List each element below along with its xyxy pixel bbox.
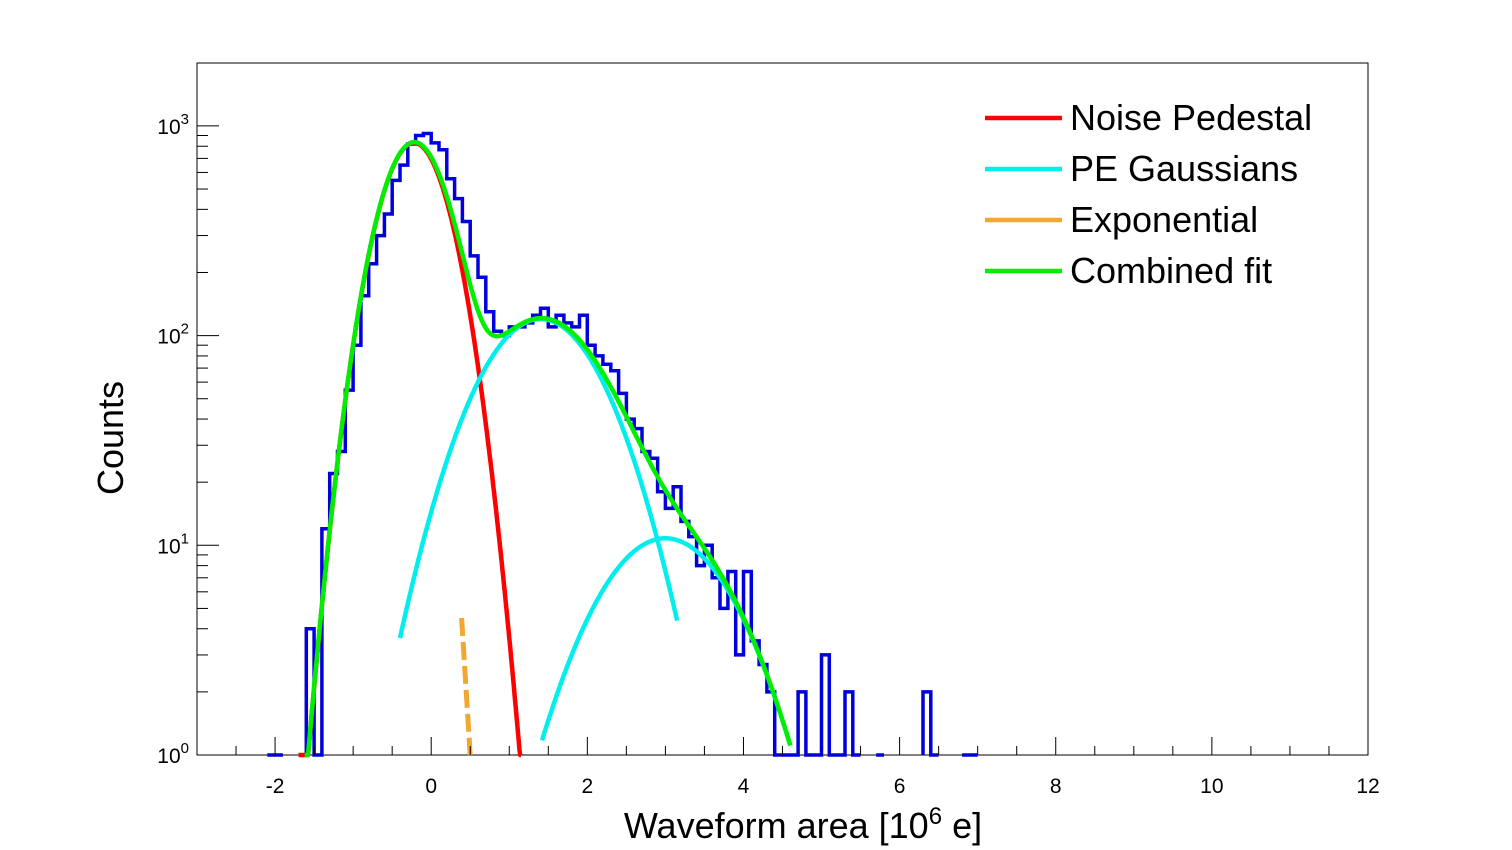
axes: -2 0 2 4 6 8 10 12 100 101 102 103 <box>157 111 1379 798</box>
x-tick-label: -2 <box>266 775 285 798</box>
x-tick-label: 2 <box>581 775 593 798</box>
x-tick-label: 0 <box>425 775 437 798</box>
legend-label: Exponential <box>1070 199 1258 240</box>
x-axis-title-end: e] <box>942 805 982 846</box>
fit-curve-combined-fit <box>304 139 793 758</box>
legend-label: PE Gaussians <box>1070 148 1298 189</box>
x-axis-title: Waveform area [106 e] <box>624 803 982 846</box>
fit-curve-noise-pedestal <box>296 140 523 758</box>
y-tick-label: 100 <box>157 740 189 768</box>
x-tick-label: 6 <box>894 775 906 798</box>
legend: Noise Pedestal PE Gaussians Exponential Com… <box>985 97 1312 291</box>
x-tick-label: 4 <box>738 775 750 798</box>
fit-curve-exponential <box>459 617 473 756</box>
y-tick-label: 103 <box>157 111 189 139</box>
x-tick-label: 8 <box>1050 775 1062 798</box>
legend-label: Noise Pedestal <box>1070 97 1312 138</box>
y-tick-label: 102 <box>157 321 189 349</box>
x-axis-title-main: Waveform area [10 <box>624 805 929 846</box>
y-axis-title: Counts <box>90 381 131 495</box>
legend-label: Combined fit <box>1070 250 1272 291</box>
y-tick-label: 101 <box>157 530 189 558</box>
fit-curve-pe-gaussians <box>397 316 680 639</box>
x-tick-label: 12 <box>1356 775 1379 798</box>
fit-curves-layer <box>296 139 793 758</box>
x-axis-title-sup: 6 <box>929 803 942 830</box>
x-tick-label: 10 <box>1200 775 1223 798</box>
